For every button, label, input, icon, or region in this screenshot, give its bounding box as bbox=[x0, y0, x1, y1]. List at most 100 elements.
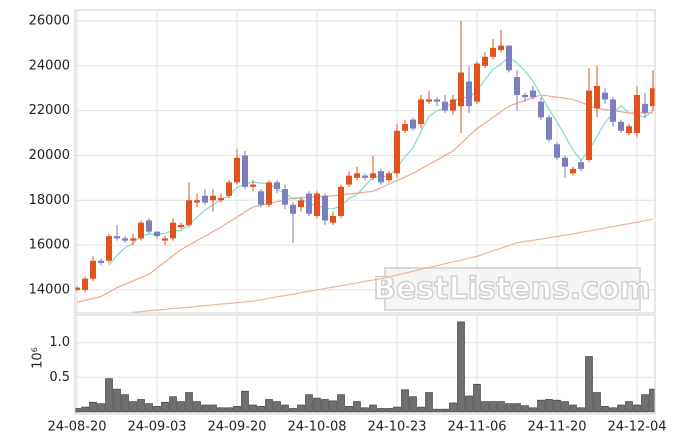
volume-bar bbox=[353, 401, 361, 413]
volume-bar bbox=[193, 401, 201, 413]
candle-body bbox=[514, 77, 520, 95]
candle-body bbox=[338, 186, 344, 216]
candle-body bbox=[306, 193, 312, 214]
candle-body bbox=[434, 99, 440, 102]
candle-body bbox=[634, 94, 640, 134]
volume-bar bbox=[441, 408, 449, 413]
candle-body bbox=[650, 88, 655, 107]
x-tick-label: 24-11-20 bbox=[527, 420, 586, 435]
candle-body bbox=[538, 101, 544, 118]
volume-bar bbox=[257, 406, 265, 413]
candle-body bbox=[450, 99, 456, 111]
watermark: BestListens.com bbox=[373, 272, 651, 307]
volume-bar bbox=[289, 408, 297, 413]
volume-bar bbox=[561, 401, 569, 413]
candle-body bbox=[194, 200, 200, 203]
volume-bar bbox=[329, 400, 337, 413]
volume-bar bbox=[209, 404, 217, 413]
volume-panel bbox=[75, 321, 655, 413]
candle-body bbox=[266, 182, 272, 205]
volume-bar bbox=[537, 399, 545, 413]
candle-body bbox=[386, 173, 392, 181]
volume-bar bbox=[377, 408, 385, 413]
candle-body bbox=[554, 144, 560, 158]
candle-body bbox=[138, 222, 144, 239]
volume-bar bbox=[545, 399, 553, 413]
volume-bar bbox=[121, 394, 129, 413]
volume-bar bbox=[153, 406, 161, 413]
volume-bar bbox=[369, 404, 377, 413]
volume-bar bbox=[361, 407, 369, 413]
volume-bar bbox=[129, 401, 137, 413]
candle-body bbox=[82, 278, 88, 290]
volume-bar bbox=[145, 403, 153, 413]
candle-body bbox=[210, 195, 216, 201]
volume-bar bbox=[297, 404, 305, 413]
y-tick-label: 18000 bbox=[29, 193, 70, 208]
candle-body bbox=[202, 195, 208, 203]
candle-body bbox=[186, 200, 192, 225]
volume-bar bbox=[409, 396, 417, 413]
candle-body bbox=[570, 168, 576, 174]
candle-body bbox=[610, 99, 616, 122]
candle-body bbox=[378, 171, 384, 183]
moving-average-line bbox=[76, 94, 653, 303]
candle-body bbox=[122, 238, 128, 241]
volume-bar bbox=[265, 399, 273, 413]
candle-body bbox=[178, 224, 184, 228]
volume-bar bbox=[473, 383, 481, 413]
candle-body bbox=[330, 215, 336, 223]
candle-body bbox=[466, 81, 472, 107]
volume-bar bbox=[393, 406, 401, 413]
candle-body bbox=[258, 191, 264, 205]
volume-bar bbox=[313, 397, 321, 413]
volume-bar bbox=[89, 401, 97, 413]
volume-bar bbox=[529, 407, 537, 413]
volume-bar bbox=[417, 406, 425, 413]
candle-body bbox=[562, 157, 568, 167]
volume-bar bbox=[553, 399, 561, 413]
candle-body bbox=[114, 236, 120, 239]
volume-bar bbox=[75, 408, 81, 413]
candle-body bbox=[402, 124, 408, 131]
volume-bar bbox=[137, 399, 145, 413]
volume-bar bbox=[569, 404, 577, 413]
candle-body bbox=[546, 117, 552, 140]
volume-bar bbox=[169, 396, 177, 413]
candle-body bbox=[242, 155, 248, 187]
x-tick-label: 24-10-08 bbox=[287, 420, 346, 435]
candle-body bbox=[282, 189, 288, 205]
candle-body bbox=[354, 173, 360, 178]
plot-frame bbox=[74, 314, 656, 415]
volume-bar bbox=[617, 404, 625, 413]
volume-bar bbox=[97, 403, 105, 413]
volume-bar bbox=[241, 390, 249, 413]
candle-body bbox=[106, 236, 112, 261]
candle-body bbox=[602, 92, 608, 100]
x-tick-label: 24-11-06 bbox=[447, 420, 506, 435]
watermark-box bbox=[384, 267, 641, 311]
candle-body bbox=[458, 72, 464, 107]
volume-bar bbox=[505, 403, 513, 413]
volume-bar bbox=[273, 401, 281, 413]
candle-body bbox=[418, 99, 424, 125]
candle-body bbox=[226, 182, 232, 196]
volume-bar bbox=[649, 388, 655, 413]
y2-tick-label: 1.0 bbox=[49, 335, 70, 350]
x-tick-label: 24-09-20 bbox=[207, 420, 266, 435]
candle-body bbox=[90, 260, 96, 279]
volume-bar bbox=[497, 401, 505, 413]
y-tick-label: 16000 bbox=[29, 238, 70, 253]
candle-body bbox=[218, 198, 224, 201]
x-tick-label: 24-12-04 bbox=[607, 420, 666, 435]
candle-body bbox=[530, 90, 536, 98]
candle-body bbox=[586, 90, 592, 160]
candle-body bbox=[298, 200, 304, 207]
volume-bar bbox=[337, 394, 345, 413]
volume-bar bbox=[465, 395, 473, 413]
volume-bar bbox=[641, 394, 649, 413]
candle-body bbox=[98, 260, 104, 264]
volume-bar bbox=[185, 392, 193, 413]
candle-body bbox=[346, 175, 352, 185]
price-panel bbox=[75, 20, 655, 313]
